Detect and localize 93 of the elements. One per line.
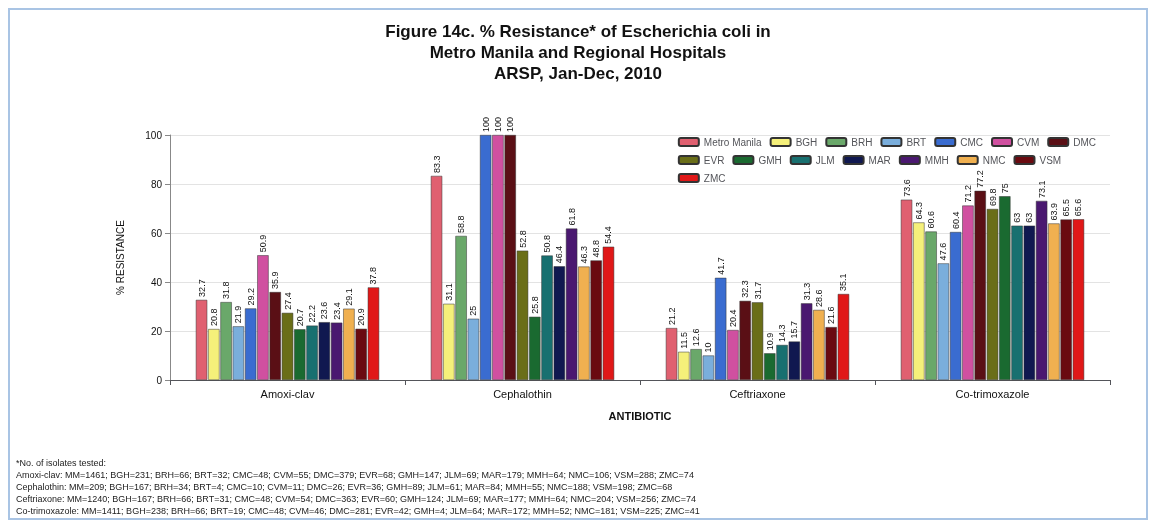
y-tick-label: 20 [150,325,163,337]
data-label: 25 [468,305,479,316]
data-label: 100 [505,116,516,132]
data-label: 29.2 [245,287,256,306]
data-label: 47.6 [938,242,949,261]
data-label: 77.2 [975,170,986,188]
data-label: 46.3 [578,246,589,264]
data-label: 27.4 [282,292,293,310]
x-tick-label: Amoxi-clav [260,387,315,400]
y-tick-label: 60 [150,227,163,239]
data-label: 20.9 [356,308,367,326]
data-label: 32.3 [740,280,751,298]
data-label: 14.3 [777,324,788,342]
legend-label: CVM [1017,136,1040,148]
data-label: 73.1 [1036,180,1047,198]
legend-label: ZMC [703,172,726,184]
data-label: 31.3 [801,282,812,301]
data-label: 60.6 [926,211,937,229]
data-label: 63.9 [1048,202,1059,221]
data-label: 35.9 [270,271,281,290]
data-label: 11.5 [678,331,689,349]
data-label: 63 [1024,212,1035,223]
legend-label: Metro Manila [703,136,763,148]
legend-label: BGH [795,136,818,148]
legend-label: DMC [1073,136,1097,148]
data-label: 10 [703,342,714,353]
data-label: 23.6 [319,301,330,320]
data-label: 61.8 [566,208,577,226]
data-label: 23.4 [331,302,342,320]
y-tick-label: 100 [145,129,163,141]
x-axis-title: ANTIBIOTIC [608,409,672,422]
legend-label: EVR [703,154,725,166]
data-label: 29.1 [343,288,354,306]
x-tick-label: Ceftriaxone [729,387,786,400]
data-label: 31.8 [221,281,232,300]
data-label: 21.2 [666,307,677,326]
y-tick-label: 0 [156,374,163,386]
data-label: 100 [480,116,491,132]
data-label: 71.2 [962,185,973,203]
data-label: 22.2 [307,305,318,323]
data-label: 41.7 [715,257,726,275]
legend-label: MAR [868,154,891,166]
data-label: 31.1 [443,283,454,301]
text: Ceftriaxone: MM=1240; BGH=167; BRH=66; BRT=31; CMC=48; CVM=54; DMC=363; EVR=60; GMH=124; JLM=69; MAR=177; MMH=64; NMC=204; VSM=256; ZMC=74 [16,493,696,504]
data-label: 20.7 [294,308,305,327]
data-label: 65.6 [1073,198,1084,217]
data-label: 35.1 [838,273,849,292]
legend-label: BRH [851,136,873,148]
legend-label: JLM [815,154,835,166]
text: *No. of isolates tested: [16,457,107,468]
data-label: 32.7 [196,279,207,297]
data-label: 50.8 [542,235,553,253]
legend-label: BRT [906,136,927,148]
data-label: 52.8 [517,230,528,248]
legend-label: NMC [982,154,1006,166]
legend-label: MMH [924,154,949,166]
data-label: 73.6 [901,179,912,197]
data-label: 25.8 [529,296,540,314]
text: Cephalothin: MM=209; BGH=167; BRH=34; BRT=4; CMC=10; CVM=11; DMC=26; EVR=36; GMH=89; JLM=61; MAR=84; MMH=55; NMC=188; VSM=198; ZMC=68 [16,481,673,492]
data-label: 21.9 [233,305,244,324]
data-label: 64.3 [913,201,924,220]
data-label: 50.9 [257,234,268,253]
y-tick-label: 80 [150,178,163,190]
data-label: 21.6 [826,306,837,325]
data-label: 20.8 [208,308,219,327]
data-label: 83.3 [431,155,442,173]
legend-label: CMC [960,136,984,148]
data-label: 31.7 [752,281,763,300]
y-axis-title: % RESISTANCE [114,219,126,295]
legend-label: VSM [1039,154,1062,166]
text: Co-trimoxazole: MM=1411; BGH=238; BRH=66; BRT=19; CMC=48; CVM=46; DMC=281; EVR=42; GMH=4; JLM=64; MAR=172; MMH=52; NMC=181; VSM=225; ZMC=41 [16,505,700,516]
x-tick-label: Co-trimoxazole [955,387,1030,400]
data-label: 60.4 [950,211,961,230]
data-label: 58.8 [456,215,467,233]
data-label: 20.4 [727,309,738,328]
text: Amoxi-clav: MM=1461; BGH=231; BRH=66; BRT=32; CMC=48; CVM=55; DMC=379; EVR=68; GMH=147; JLM=69; MAR=179; MMH=64; NMC=106; VSM=288; ZMC=74 [16,469,694,480]
y-tick-label: 40 [150,276,163,288]
data-label: 100 [492,116,503,132]
data-label: 46.4 [554,245,565,264]
data-label: 69.8 [987,188,998,206]
data-label: 28.6 [813,289,824,307]
data-label: 75 [999,183,1010,194]
data-label: 65.5 [1061,198,1072,217]
data-label: 12.6 [691,328,702,347]
data-label: 10.9 [764,332,775,351]
data-label: 54.4 [603,226,614,244]
data-label: 48.8 [591,239,602,258]
data-label: 63 [1012,212,1023,223]
data-label: 15.7 [789,321,800,339]
legend-label: GMH [758,154,782,166]
x-tick-label: Cephalothin [493,387,552,400]
data-label: 37.8 [368,266,379,285]
chart-title: Figure 14c. % Resistance* of Escherichia coli in Metro Manila and Regional Hospitals ARSP, Jan-Dec, 2010 [385,22,771,83]
